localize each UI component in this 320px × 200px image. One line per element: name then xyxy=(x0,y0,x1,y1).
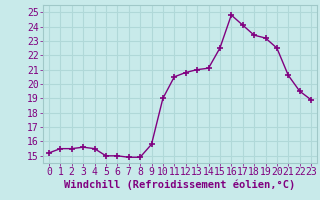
X-axis label: Windchill (Refroidissement éolien,°C): Windchill (Refroidissement éolien,°C) xyxy=(64,180,296,190)
